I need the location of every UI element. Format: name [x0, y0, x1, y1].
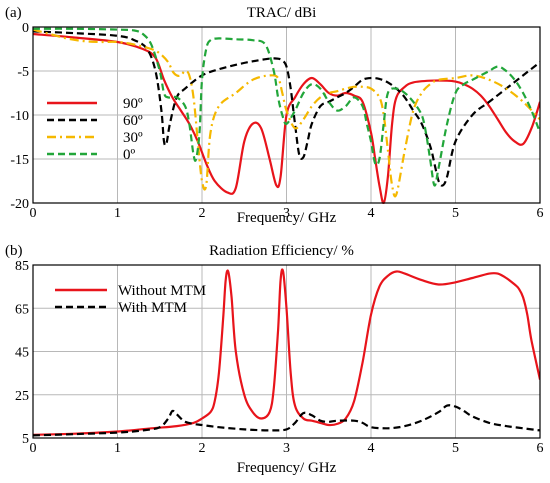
a-legend-label-3: 30º [123, 130, 143, 146]
b-y-tick-label: 85 [15, 259, 29, 274]
b-x-axis-label: Frequency/ GHz [237, 460, 337, 476]
a-x-tick-label: 3 [283, 206, 290, 221]
a-x-tick-label: 0 [30, 206, 37, 221]
a-chart-title: TRAC/ dBi [247, 5, 317, 21]
b-series-line-1 [33, 268, 540, 436]
a-x-tick-label: 5 [452, 206, 459, 221]
a-y-tick-label: -10 [10, 109, 29, 124]
a-legend-label-1: 90º [123, 96, 143, 112]
b-x-tick-label: 2 [199, 441, 206, 456]
a-series-line-2 [33, 30, 540, 187]
a-y-tick-label: 0 [22, 21, 29, 36]
b-panel-label: (b) [5, 243, 23, 259]
b-series-line-2 [33, 404, 540, 437]
a-series-line-3 [33, 28, 540, 198]
a-legend-label-2: 60º [123, 113, 143, 129]
b-legend-label-1: Without MTM [118, 283, 206, 299]
a-legend-label-4: 0º [123, 147, 136, 163]
b-y-tick-label: 45 [15, 346, 29, 361]
b-y-tick-label: 65 [15, 302, 29, 317]
a-x-tick-label: 1 [114, 206, 121, 221]
a-x-tick-label: 6 [537, 206, 544, 221]
b-y-tick-label: 5 [22, 432, 29, 447]
a-x-tick-label: 4 [368, 206, 375, 221]
b-x-tick-label: 6 [537, 441, 544, 456]
a-series-line-4 [33, 27, 540, 187]
a-plot-frame [32, 26, 541, 204]
a-y-tick-label: -20 [10, 197, 29, 212]
a-series-line-1 [33, 32, 540, 204]
b-chart-title: Radiation Efficiency/ % [209, 243, 354, 259]
b-x-tick-label: 1 [114, 441, 121, 456]
b-plot-frame [32, 264, 541, 439]
a-y-tick-label: -5 [17, 65, 29, 80]
a-x-tick-label: 2 [199, 206, 206, 221]
panel-a-trac-chart: 0 1 2 3 4 5 6 0 -5 -10 -15 -20 TRAC/ dBi (a) Frequency… [5, 5, 544, 226]
b-x-tick-label: 5 [452, 441, 459, 456]
a-series-group [33, 27, 540, 204]
b-y-tick-label: 25 [15, 389, 29, 404]
b-x-tick-label: 4 [368, 441, 375, 456]
b-legend-label-2: With MTM [118, 300, 187, 316]
b-series-group [33, 268, 540, 437]
a-panel-label: (a) [5, 5, 22, 21]
b-x-tick-label: 0 [30, 441, 37, 456]
b-x-tick-label: 3 [283, 441, 290, 456]
a-x-axis-label: Frequency/ GHz [237, 210, 337, 226]
a-y-tick-label: -15 [10, 153, 29, 168]
